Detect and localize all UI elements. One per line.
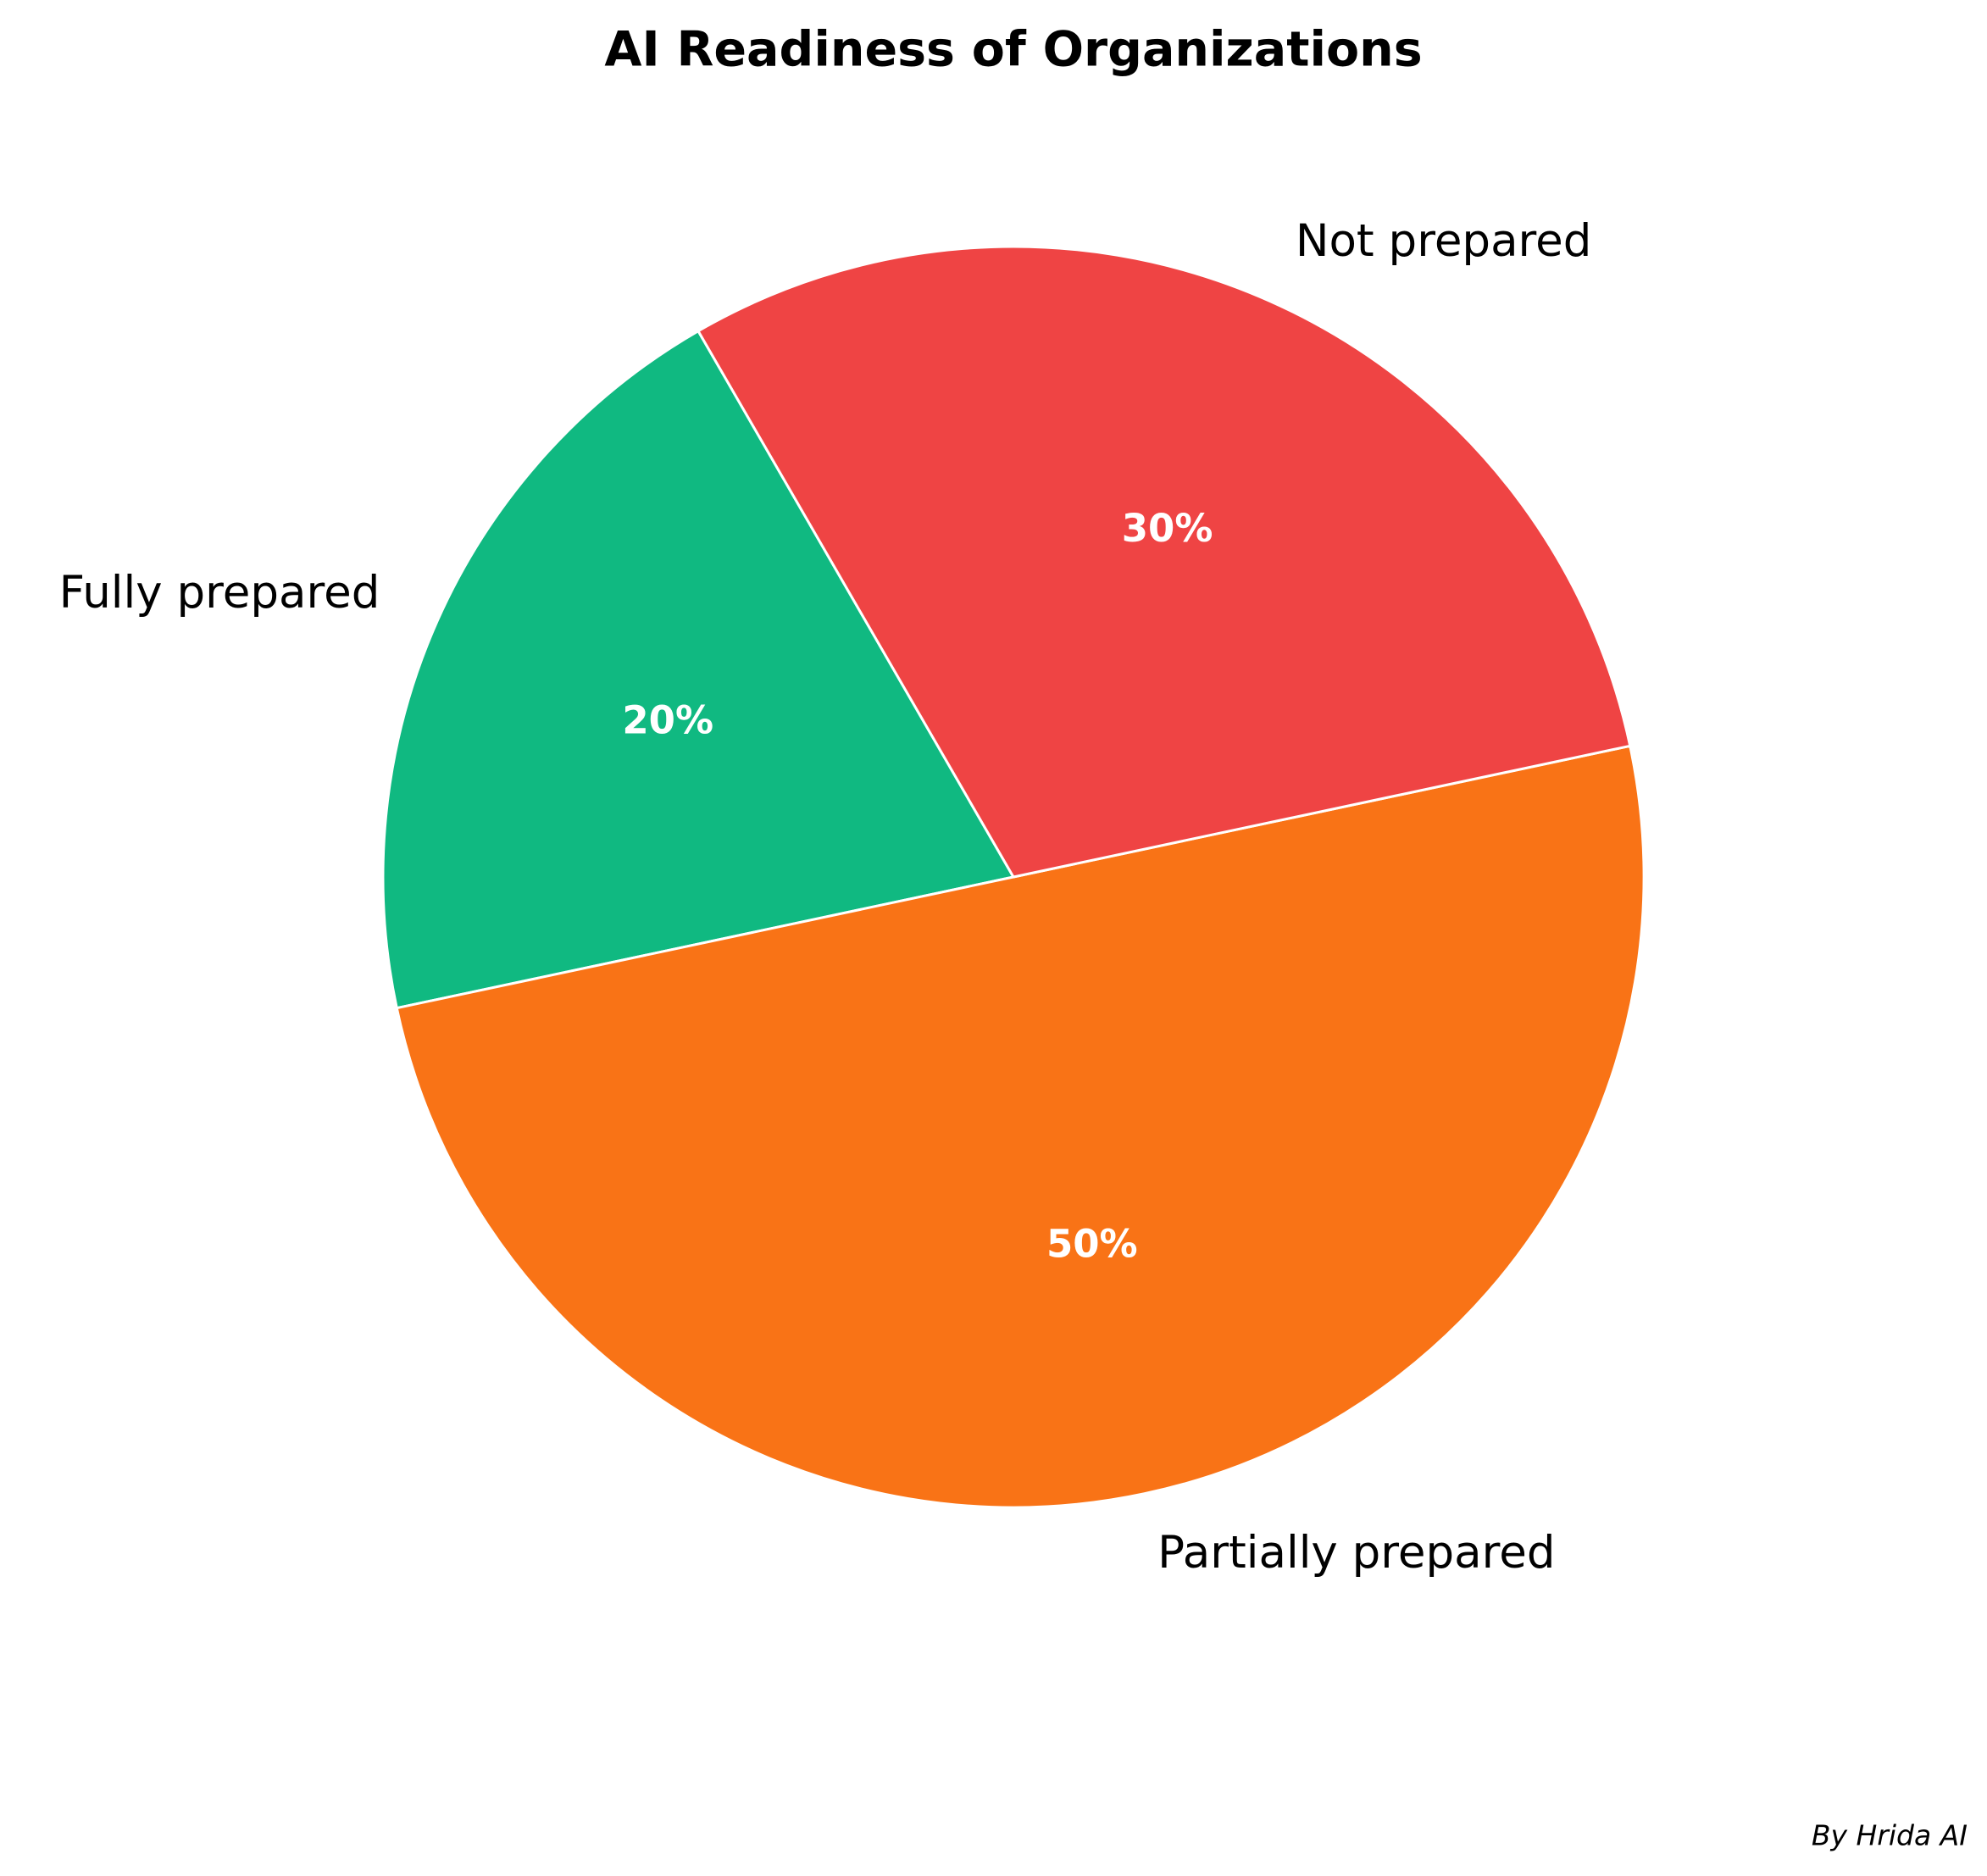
slice-label: Partially prepared [1157, 1527, 1555, 1579]
pie-slice [395, 744, 1646, 1508]
footer: By Hrida AI [1812, 1819, 1968, 1852]
value-label: 20% [622, 697, 713, 742]
chart-title: AI Readiness of Organizations [604, 22, 1422, 78]
pie-slice [697, 245, 1632, 879]
slice-label: Not prepared [1296, 215, 1592, 267]
pie-slice [381, 330, 1015, 1010]
slice-label: Fully prepared [59, 567, 380, 619]
value-label: 30% [1122, 506, 1213, 551]
value-label: 50% [1046, 1222, 1138, 1267]
pie [381, 245, 1646, 1508]
